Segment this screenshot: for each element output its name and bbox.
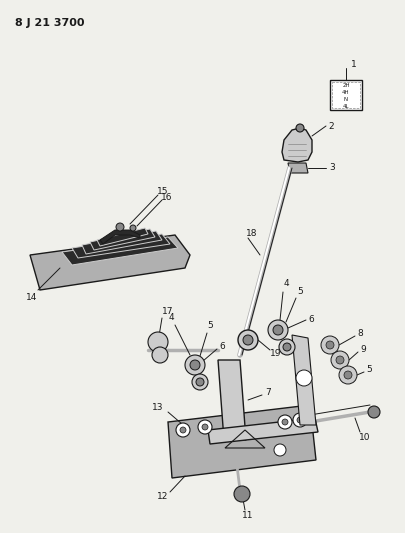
Text: 2: 2 (327, 122, 333, 131)
Text: 16: 16 (161, 193, 172, 203)
Text: 19: 19 (270, 350, 281, 359)
Polygon shape (287, 163, 307, 173)
Circle shape (367, 406, 379, 418)
Circle shape (192, 374, 207, 390)
Text: 4L: 4L (342, 103, 348, 109)
Circle shape (196, 378, 203, 386)
Circle shape (278, 339, 294, 355)
Circle shape (282, 343, 290, 351)
Text: 3: 3 (328, 164, 334, 173)
Text: 2H: 2H (341, 83, 349, 87)
Polygon shape (90, 229, 155, 250)
Circle shape (237, 330, 257, 350)
Circle shape (233, 486, 249, 502)
Text: 4H: 4H (341, 90, 349, 94)
Polygon shape (217, 360, 245, 440)
Circle shape (185, 355, 205, 375)
Circle shape (179, 427, 185, 433)
Circle shape (338, 366, 356, 384)
Text: 11: 11 (242, 512, 253, 521)
Text: 4: 4 (168, 313, 173, 322)
Polygon shape (100, 230, 140, 244)
Text: 14: 14 (26, 294, 38, 303)
Circle shape (343, 371, 351, 379)
Text: 6: 6 (307, 316, 313, 325)
Circle shape (148, 332, 168, 352)
Circle shape (272, 325, 282, 335)
Circle shape (281, 419, 287, 425)
Polygon shape (291, 335, 315, 425)
Text: 4: 4 (283, 279, 288, 288)
Circle shape (202, 424, 207, 430)
Text: 8 J 21 3700: 8 J 21 3700 (15, 18, 84, 28)
Text: 12: 12 (157, 492, 168, 502)
Circle shape (295, 124, 303, 132)
Polygon shape (72, 234, 170, 258)
Text: 10: 10 (358, 433, 370, 442)
Text: 15: 15 (157, 188, 168, 197)
Circle shape (335, 356, 343, 364)
Text: 5: 5 (207, 321, 212, 330)
Text: 17: 17 (162, 308, 173, 317)
Circle shape (325, 341, 333, 349)
Bar (331, 82, 359, 108)
Circle shape (116, 223, 124, 231)
Text: 5: 5 (296, 287, 302, 295)
Circle shape (292, 413, 306, 427)
Text: 13: 13 (152, 403, 163, 413)
Circle shape (320, 336, 338, 354)
Polygon shape (97, 228, 148, 246)
Text: 7: 7 (264, 389, 270, 398)
Text: 6: 6 (219, 343, 224, 351)
Polygon shape (168, 405, 315, 478)
Text: 8: 8 (356, 329, 362, 338)
Circle shape (243, 335, 252, 345)
Polygon shape (281, 128, 311, 162)
Polygon shape (62, 237, 177, 265)
Circle shape (175, 423, 190, 437)
Circle shape (296, 417, 302, 423)
Text: 1: 1 (350, 60, 356, 69)
Circle shape (295, 370, 311, 386)
Circle shape (151, 347, 168, 363)
Polygon shape (30, 235, 190, 290)
Text: 5: 5 (365, 366, 371, 375)
Text: 18: 18 (246, 229, 257, 238)
Circle shape (273, 444, 285, 456)
Circle shape (190, 360, 200, 370)
Circle shape (277, 415, 291, 429)
Circle shape (198, 420, 211, 434)
Bar (329, 80, 361, 110)
Text: N: N (343, 96, 347, 101)
Circle shape (330, 351, 348, 369)
Polygon shape (207, 418, 317, 444)
Circle shape (267, 320, 287, 340)
Text: 9: 9 (359, 345, 365, 354)
Circle shape (130, 225, 136, 231)
Polygon shape (82, 231, 162, 254)
